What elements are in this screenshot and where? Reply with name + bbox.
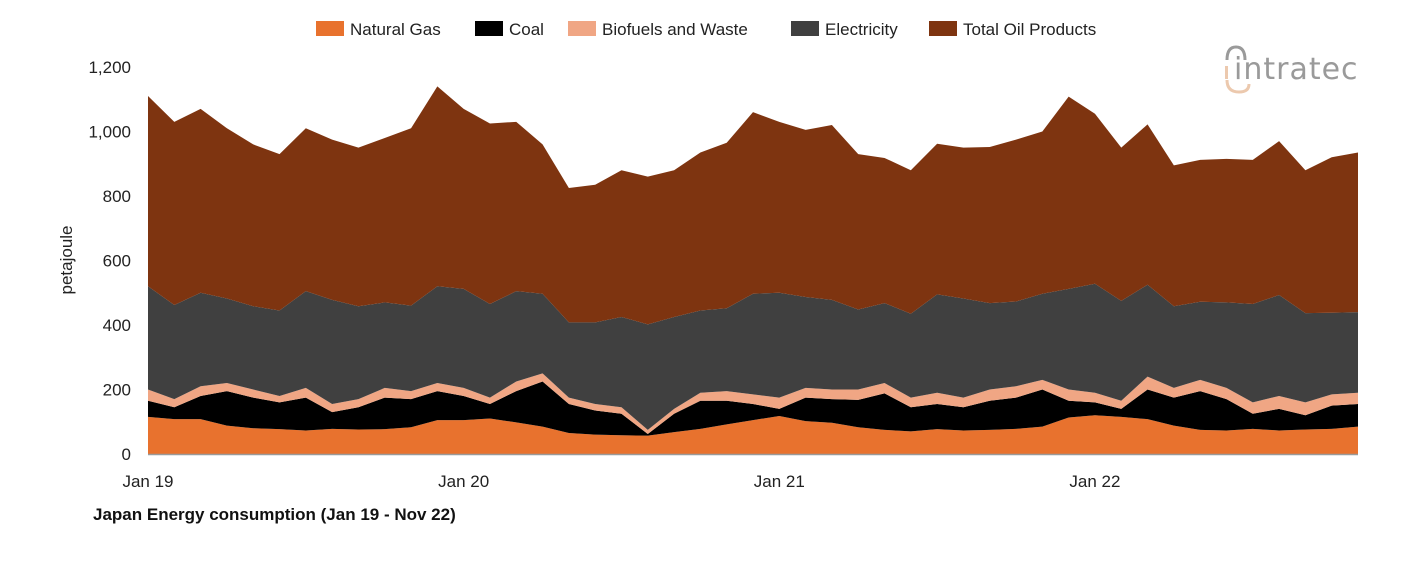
- logo-arc-icon: [1225, 45, 1247, 61]
- x-tick-label: Jan 22: [1069, 472, 1120, 491]
- x-tick-label: Jan 20: [438, 472, 489, 491]
- legend-label: Electricity: [825, 20, 898, 39]
- legend: Natural Gas Coal Biofuels and Waste Electri…: [316, 20, 1096, 39]
- legend-swatch: [316, 21, 344, 36]
- chart-title: Japan Energy consumption (Jan 19 - Nov 2…: [93, 505, 456, 524]
- y-tick-label: 1,200: [88, 58, 131, 77]
- area-electricity: [148, 283, 1358, 430]
- intratec-logo: intratec: [1225, 45, 1359, 94]
- y-tick-label: 600: [103, 252, 131, 271]
- x-tick-label: Jan 19: [122, 472, 173, 491]
- y-tick-label: 200: [103, 381, 131, 400]
- legend-item[interactable]: Total Oil Products: [929, 20, 1096, 39]
- y-tick-label: 0: [122, 445, 131, 464]
- y-tick-label: 800: [103, 187, 131, 206]
- y-tick-label: 1,000: [88, 123, 131, 142]
- area-natural-gas: [148, 415, 1358, 454]
- legend-item[interactable]: Biofuels and Waste: [568, 20, 748, 39]
- x-axis-ticks: Jan 19 Jan 20 Jan 21 Jan 22: [122, 472, 1120, 491]
- y-tick-label: 400: [103, 316, 131, 335]
- legend-label: Total Oil Products: [963, 20, 1096, 39]
- legend-label: Biofuels and Waste: [602, 20, 748, 39]
- legend-swatch: [568, 21, 596, 36]
- area-coal: [148, 381, 1358, 436]
- legend-item[interactable]: Natural Gas: [316, 20, 441, 39]
- legend-item[interactable]: Electricity: [791, 20, 898, 39]
- logo-arrow-icon: [1225, 79, 1251, 94]
- area-biofuels-and-waste: [148, 373, 1358, 435]
- chart-areas: [148, 86, 1358, 454]
- y-axis-label: petajoule: [57, 225, 76, 294]
- legend-item[interactable]: Coal: [475, 20, 544, 39]
- legend-swatch: [475, 21, 503, 36]
- legend-label: Natural Gas: [350, 20, 441, 39]
- area-total-oil-products: [148, 86, 1358, 325]
- legend-swatch: [929, 21, 957, 36]
- legend-label: Coal: [509, 20, 544, 39]
- x-tick-label: Jan 21: [754, 472, 805, 491]
- svg-text:intratec: intratec: [1234, 52, 1359, 87]
- y-axis-ticks: 0 200 400 600 800 1,000 1,200: [88, 58, 131, 464]
- legend-swatch: [791, 21, 819, 36]
